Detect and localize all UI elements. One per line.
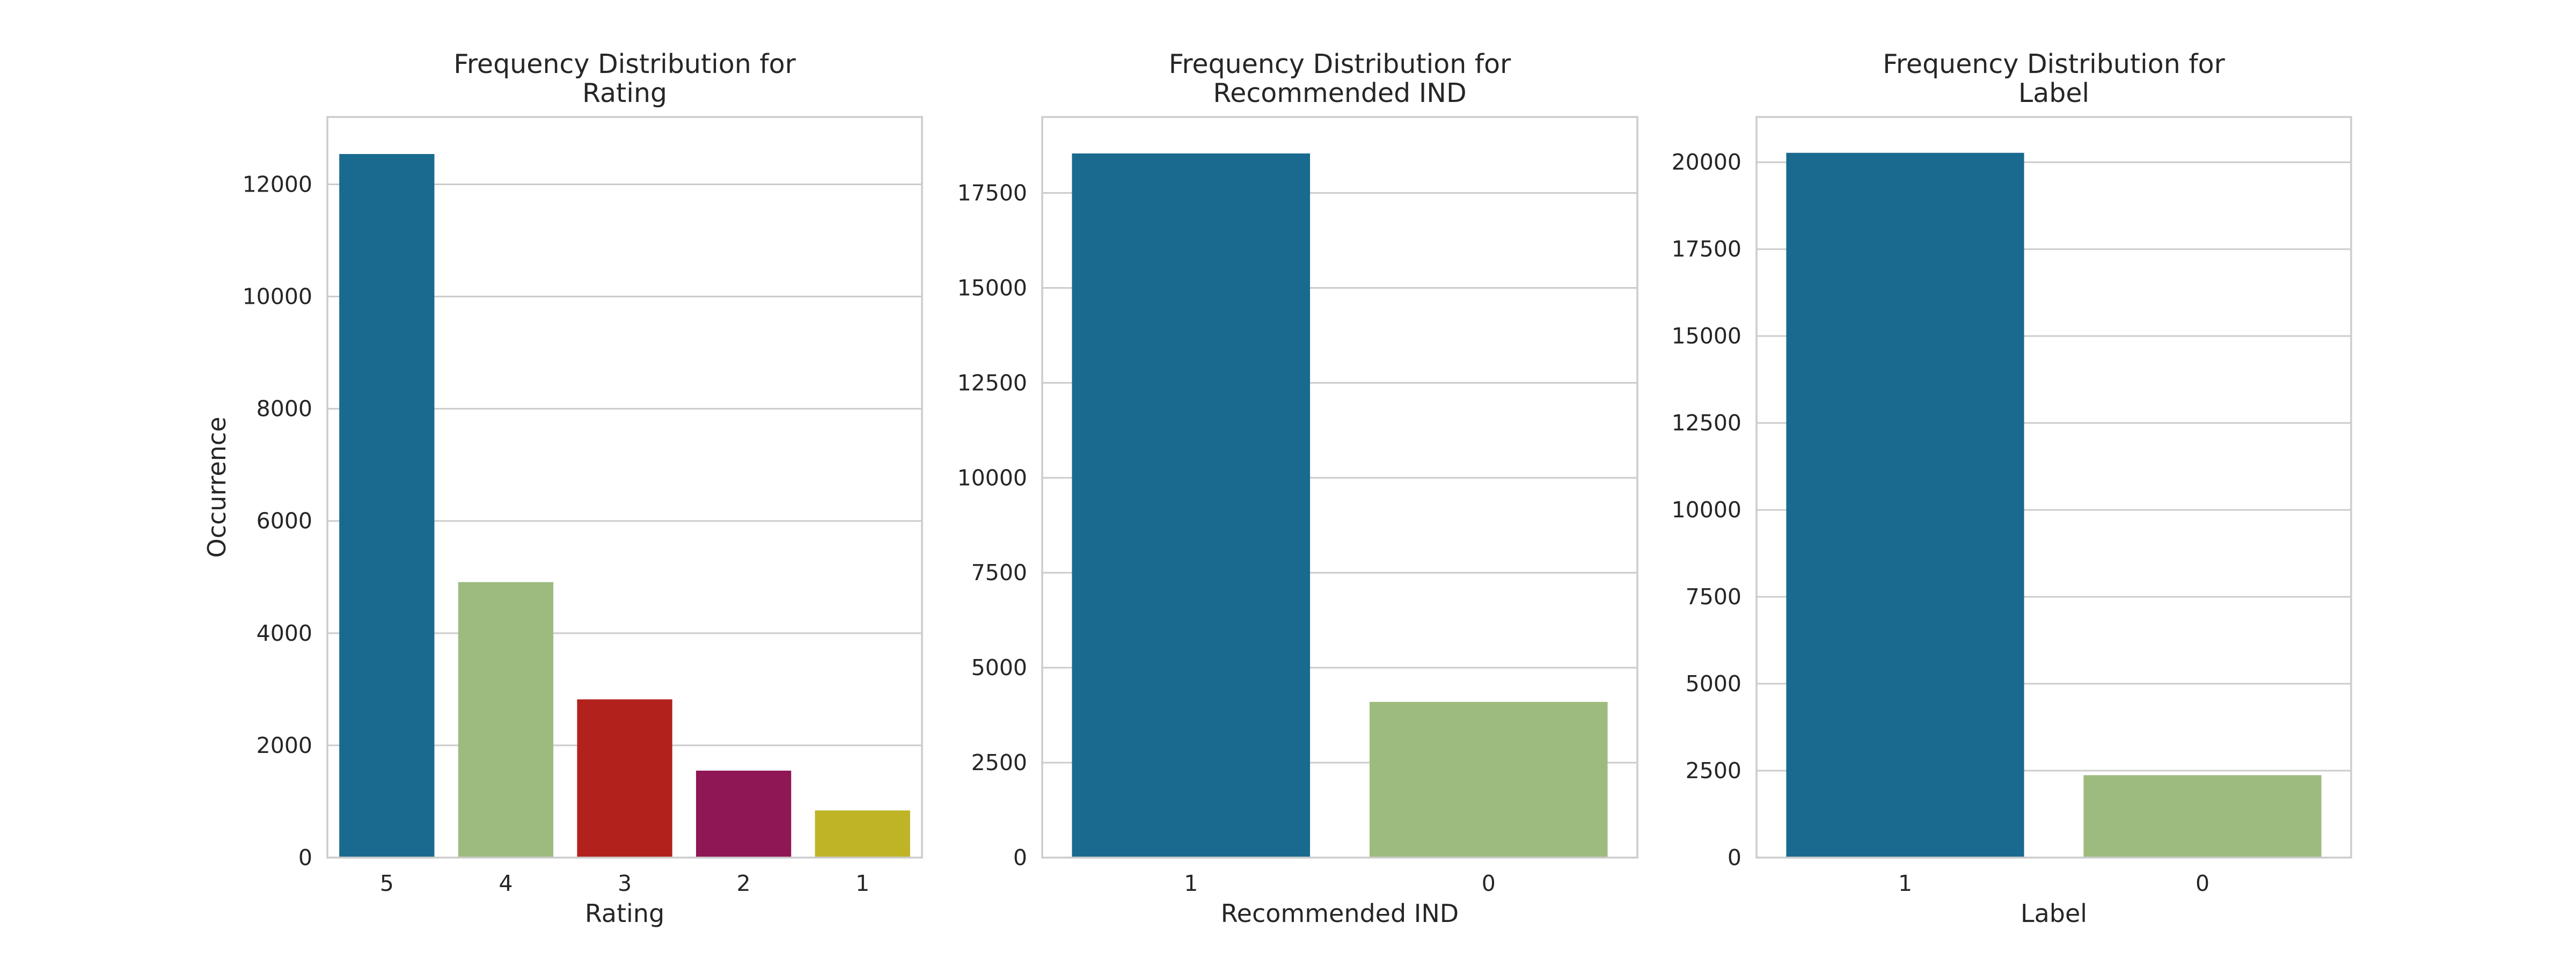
- chart-2-bar-1: [1786, 152, 2024, 858]
- chart-0-ytick-label-4: 8000: [257, 396, 312, 422]
- chart-2-ytick-label-5: 12500: [1672, 410, 1741, 436]
- chart-0-ytick-label-6: 12000: [243, 171, 312, 197]
- chart-1-xtick-label-1: 0: [1482, 870, 1496, 896]
- chart-0-bar-1: [815, 810, 910, 858]
- chart-1-ytick-label-7: 17500: [957, 180, 1027, 206]
- chart-0-ytick-label-3: 6000: [257, 508, 312, 534]
- chart-2-ytick-label-0: 0: [1728, 845, 1741, 870]
- chart-1-ytick-label-2: 5000: [971, 655, 1027, 680]
- chart-1-ytick-label-5: 12500: [957, 370, 1027, 396]
- chart-1-x-axis-label: Recommended IND: [1221, 899, 1459, 928]
- chart-2-ytick-label-1: 2500: [1686, 758, 1741, 784]
- chart-2-title-line-0: Frequency Distribution for: [1883, 49, 2225, 79]
- chart-0-xtick-label-4: 1: [855, 870, 869, 896]
- chart-0-xtick-label-3: 2: [737, 870, 751, 896]
- chart-2-ytick-label-4: 10000: [1672, 497, 1741, 523]
- chart-0-x-axis-label: Rating: [585, 899, 664, 928]
- chart-0-title: Frequency Distribution for Rating: [453, 49, 796, 108]
- chart-2-xtick-label-1: 0: [2196, 870, 2209, 896]
- chart-1-title: Frequency Distribution for Recommended IN…: [1169, 49, 1511, 108]
- chart-0-xtick-label-2: 3: [618, 870, 632, 896]
- chart-2-frame: [1755, 116, 2352, 859]
- chart-1-ytick-label-6: 15000: [957, 275, 1027, 301]
- chart-0-xtick-label-0: 5: [380, 870, 394, 896]
- chart-0-title-line-1: Rating: [582, 78, 667, 108]
- chart-2-title: Frequency Distribution for Label: [1883, 49, 2225, 108]
- chart-2-title-line-1: Label: [2018, 78, 2089, 108]
- chart-1-bar-1: [1072, 153, 1311, 858]
- chart-1-ytick-label-0: 0: [1013, 845, 1027, 870]
- chart-2-ytick-label-8: 20000: [1672, 149, 1741, 175]
- chart-2-ytick-label-7: 17500: [1672, 236, 1741, 262]
- chart-0-bar-5: [339, 154, 435, 858]
- chart-0-y-axis-label: Occurrence: [202, 417, 231, 558]
- chart-0-ytick-label-0: 0: [298, 845, 312, 870]
- chart-2-x-axis-label: Label: [2021, 899, 2087, 928]
- chart-0-frame: [326, 116, 923, 859]
- chart-1-ytick-label-4: 10000: [957, 465, 1027, 491]
- chart-2-ytick-label-2: 5000: [1686, 671, 1741, 697]
- chart-0-ytick-label-1: 2000: [257, 733, 312, 758]
- chart-1-xtick-label-0: 1: [1184, 870, 1198, 896]
- chart-0-ytick-label-2: 4000: [257, 620, 312, 646]
- chart-0-title-line-0: Frequency Distribution for: [453, 49, 796, 79]
- chart-0-bar-2: [696, 770, 792, 858]
- chart-1-title-line-0: Frequency Distribution for: [1169, 49, 1511, 79]
- chart-1-bar-0: [1369, 701, 1608, 858]
- chart-1-ytick-label-3: 7500: [971, 560, 1027, 586]
- chart-0-bar-3: [577, 699, 672, 858]
- chart-2-ytick-label-3: 7500: [1686, 584, 1741, 610]
- chart-1-ytick-label-1: 2500: [971, 750, 1027, 775]
- chart-2-ytick-label-6: 15000: [1672, 323, 1741, 349]
- chart-0-bar-4: [458, 582, 554, 858]
- chart-2-xtick-label-0: 1: [1898, 870, 1912, 896]
- chart-1-title-line-1: Recommended IND: [1213, 78, 1466, 108]
- chart-2-bar-0: [2083, 775, 2322, 858]
- chart-0-xtick-label-1: 4: [499, 870, 513, 896]
- chart-0-ytick-label-5: 10000: [243, 284, 312, 310]
- chart-1-frame: [1041, 116, 1638, 859]
